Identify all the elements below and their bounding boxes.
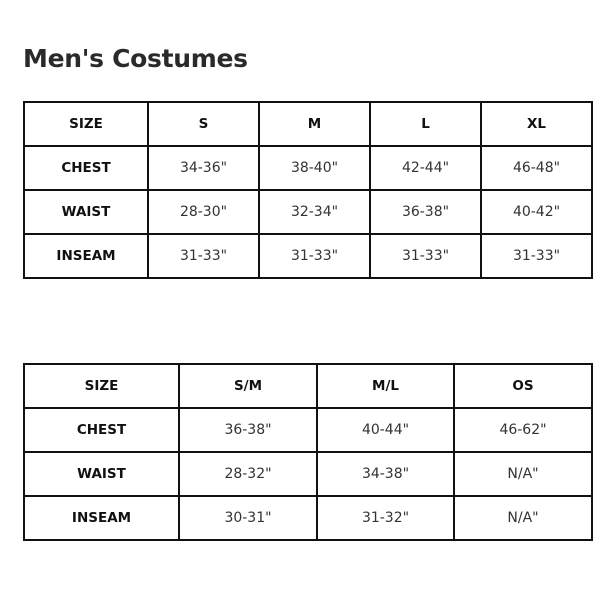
page-title: Men's Costumes: [23, 44, 248, 73]
table-cell: N/A": [453, 495, 593, 541]
row-label: CHEST: [23, 145, 149, 191]
table-cell: N/A": [453, 451, 593, 497]
table-cell: 30-31": [178, 495, 318, 541]
table-cell: 40-42": [480, 189, 593, 235]
column-header: SIZE: [23, 101, 149, 147]
table-cell: 31-32": [316, 495, 455, 541]
table-cell: 46-48": [480, 145, 593, 191]
column-header: M: [258, 101, 371, 147]
row-label: INSEAM: [23, 233, 149, 279]
table-cell: 31-33": [258, 233, 371, 279]
table-cell: 46-62": [453, 407, 593, 453]
row-label: WAIST: [23, 189, 149, 235]
header-row: SIZE S M L XL: [23, 101, 593, 147]
table-cell: 31-33": [147, 233, 260, 279]
table-cell: 31-33": [369, 233, 482, 279]
row-label: WAIST: [23, 451, 180, 497]
column-header: OS: [453, 363, 593, 409]
table-row: INSEAM 31-33" 31-33" 31-33" 31-33": [23, 233, 593, 279]
column-header: XL: [480, 101, 593, 147]
size-chart-table-1: SIZE S M L XL CHEST 34-36" 38-40" 42-44" 46-48" WA…: [23, 101, 593, 279]
size-chart-table-2: SIZE S/M M/L OS CHEST 36-38" 40-44" 46-62" WAIST…: [23, 363, 593, 541]
table-cell: 28-30": [147, 189, 260, 235]
table-row: INSEAM 30-31" 31-32" N/A": [23, 495, 593, 541]
table-row: WAIST 28-30" 32-34" 36-38" 40-42": [23, 189, 593, 235]
column-header: S/M: [178, 363, 318, 409]
row-label: INSEAM: [23, 495, 180, 541]
table-cell: 38-40": [258, 145, 371, 191]
table-cell: 31-33": [480, 233, 593, 279]
table-row: WAIST 28-32" 34-38" N/A": [23, 451, 593, 497]
table-cell: 34-38": [316, 451, 455, 497]
table-cell: 36-38": [369, 189, 482, 235]
table-row: CHEST 36-38" 40-44" 46-62": [23, 407, 593, 453]
table-cell: 32-34": [258, 189, 371, 235]
table-cell: 42-44": [369, 145, 482, 191]
table-cell: 34-36": [147, 145, 260, 191]
table-cell: 40-44": [316, 407, 455, 453]
table-cell: 28-32": [178, 451, 318, 497]
row-label: CHEST: [23, 407, 180, 453]
header-row: SIZE S/M M/L OS: [23, 363, 593, 409]
column-header: L: [369, 101, 482, 147]
table-row: CHEST 34-36" 38-40" 42-44" 46-48": [23, 145, 593, 191]
column-header: S: [147, 101, 260, 147]
column-header: SIZE: [23, 363, 180, 409]
table-cell: 36-38": [178, 407, 318, 453]
column-header: M/L: [316, 363, 455, 409]
